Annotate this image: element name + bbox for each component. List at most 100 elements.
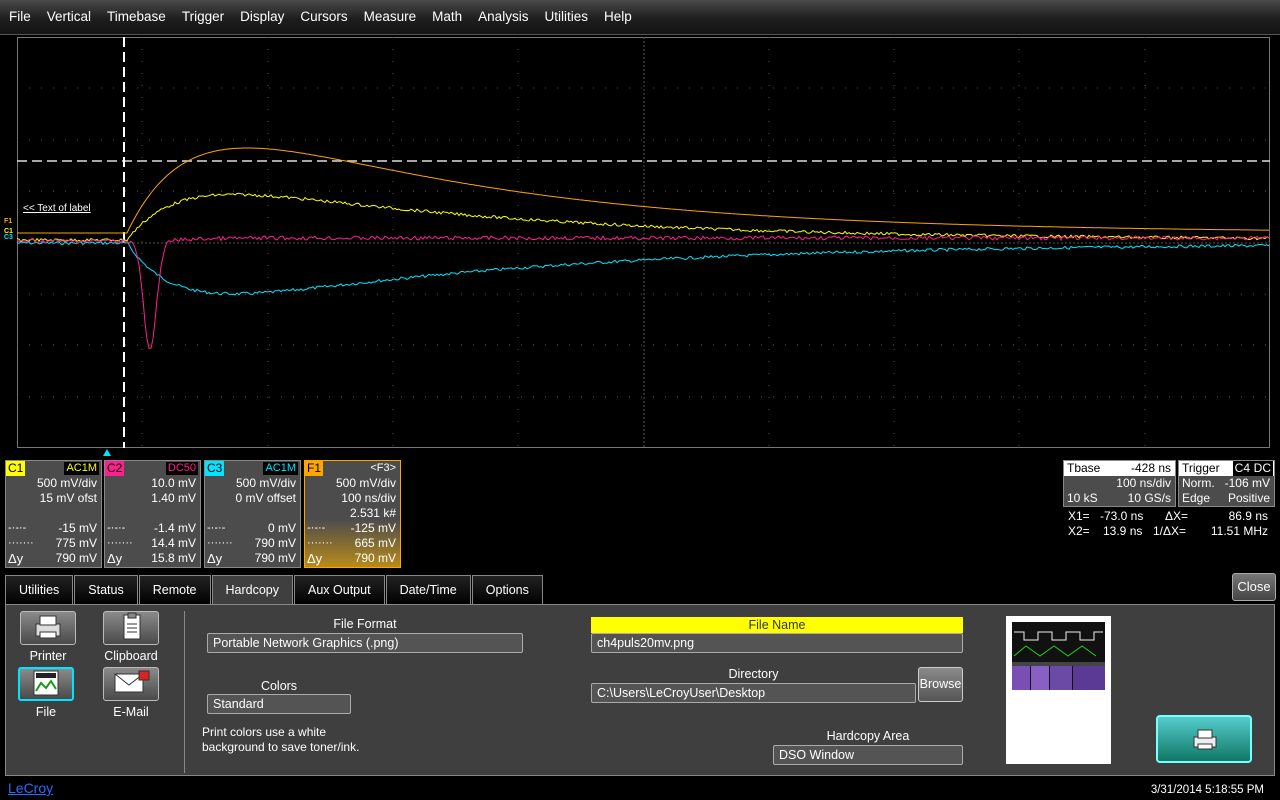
offset: 15 mV ofst	[39, 491, 97, 505]
email-icon	[114, 670, 150, 693]
marker-1-value: -15 mV	[58, 521, 97, 535]
delta-y-label: Δy	[8, 551, 24, 566]
menu-timebase[interactable]: Timebase	[107, 8, 166, 24]
trace-f1	[17, 147, 1270, 234]
menu-cursors[interactable]: Cursors	[300, 8, 348, 24]
volts-per-div: 500 mV/div	[235, 476, 296, 490]
file-label: File	[35, 705, 57, 719]
tab-remote[interactable]: Remote	[138, 575, 211, 605]
channel-tag: C2	[105, 461, 125, 476]
file-name-input[interactable]: ch4puls20mv.png	[591, 633, 963, 653]
clipboard-button[interactable]: Clipboard	[101, 611, 161, 667]
volts-per-div: 500 mV/div	[36, 476, 97, 490]
timebase-delay: -428 ns	[1130, 461, 1171, 475]
colors-label: Colors	[260, 679, 298, 693]
x2-value: 13.9 ns	[1103, 524, 1143, 538]
channel-c1-descriptor[interactable]: C1 AC1M 500 mV/div 15 mV ofst -·-·- -15 mV…	[5, 460, 102, 568]
menu-trigger[interactable]: Trigger	[181, 8, 225, 24]
channel-tag: C1	[6, 461, 26, 476]
trigger-descriptor[interactable]: Trigger C4 DC Norm. -106 mV Edge Positive	[1178, 460, 1275, 507]
hardcopy-preview	[1006, 616, 1111, 764]
hardcopy-panel: Printer Clipboard File E-Mail File Forma…	[5, 604, 1275, 776]
printer-label: Printer	[29, 649, 67, 663]
timebase-rate: 10 GS/s	[1127, 491, 1171, 505]
ref-marker-f1: F1	[4, 218, 13, 225]
timebase-tdiv: 100 ns/div	[1116, 476, 1171, 490]
menu-math[interactable]: Math	[432, 8, 463, 24]
email-button[interactable]: E-Mail	[101, 667, 161, 723]
colors-select[interactable]: Standard	[207, 694, 351, 714]
menu-utilities[interactable]: Utilities	[544, 8, 588, 24]
menu-bar: File Vertical Timebase Trigger Display C…	[0, 0, 1280, 35]
coupling-badge: DC50	[165, 462, 198, 475]
print-colors-note: Print colors use a white background to s…	[202, 725, 360, 754]
tab-hardcopy[interactable]: Hardcopy	[211, 575, 294, 606]
clipboard-icon	[123, 612, 141, 640]
ref-marker-c1: C1	[4, 228, 13, 235]
delta-y-label: Δy	[107, 551, 123, 566]
trace-c2	[17, 234, 1269, 349]
tab-date-time[interactable]: Date/Time	[385, 575, 471, 605]
marker-2-value: 14.4 mV	[151, 536, 196, 550]
waveform-grid[interactable]: << Text of label	[17, 37, 1270, 448]
delta-y-value: 790 mV	[254, 551, 296, 565]
cursor-readout: X1= -73.0 ns ΔX= 86.9 ns X2= 13.9 ns 1/Δ…	[1068, 509, 1268, 539]
tab-utilities[interactable]: Utilities	[5, 575, 74, 605]
trigger-slope: Positive	[1227, 491, 1270, 505]
marker-2-value: 775 mV	[55, 536, 97, 550]
sweep-count: 2.531 k#	[349, 506, 396, 520]
marker-2-label: ·······	[107, 537, 133, 549]
channel-c3-descriptor[interactable]: C3 AC1M 500 mV/div 0 mV offset -·-·- 0 mV …	[204, 460, 301, 568]
math-source: <F3>	[370, 462, 396, 474]
trace-c1	[17, 192, 1270, 243]
timebase-samples: 10 kS	[1067, 491, 1098, 505]
lecroy-logo-link[interactable]: LeCroy	[8, 780, 54, 796]
menu-measure[interactable]: Measure	[363, 8, 417, 24]
browse-button[interactable]: Browse	[918, 667, 963, 702]
timebase-descriptor[interactable]: Tbase -428 ns 100 ns/div 10 kS 10 GS/s	[1063, 460, 1176, 507]
printer-button[interactable]: Printer	[18, 611, 78, 667]
marker-2-value: 665 mV	[354, 536, 396, 550]
tab-aux-output[interactable]: Aux Output	[294, 575, 385, 605]
file-format-select[interactable]: Portable Network Graphics (.png)	[207, 633, 523, 653]
directory-label: Directory	[728, 667, 779, 681]
x2-label: X2=	[1068, 524, 1090, 538]
tab-options[interactable]: Options	[471, 575, 543, 605]
channel-tag: F1	[305, 461, 324, 476]
menu-vertical[interactable]: Vertical	[46, 8, 92, 24]
tab-status[interactable]: Status	[74, 575, 138, 605]
marker-2-label: ·······	[307, 537, 333, 549]
menu-help[interactable]: Help	[603, 8, 632, 24]
trigger-level: -106 mV	[1224, 476, 1270, 490]
directory-input[interactable]: C:\Users\LeCroyUser\Desktop	[591, 683, 916, 703]
trigger-position-marker	[103, 449, 111, 456]
dx-label: ΔX=	[1165, 509, 1189, 523]
file-picture-icon	[33, 670, 59, 696]
hardcopy-area-select[interactable]: DSO Window	[773, 745, 963, 765]
marker-1-label: -·-·-	[8, 522, 27, 534]
x1-value: -73.0 ns	[1100, 509, 1144, 523]
preview-thumbnail	[1012, 622, 1105, 690]
offset: 0 mV offset	[235, 491, 296, 505]
marker-2-value: 790 mV	[254, 536, 296, 550]
menu-file[interactable]: File	[9, 8, 31, 24]
marker-1-label: -·-·-	[207, 522, 226, 534]
menu-display[interactable]: Display	[240, 8, 285, 24]
channel-c2-descriptor[interactable]: C2 DC50 10.0 mV 1.40 mV -·-·- -1.4 mV ····…	[104, 460, 201, 568]
trace-label[interactable]: << Text of label	[23, 203, 91, 214]
clipboard-label: Clipboard	[104, 649, 158, 663]
print-now-button[interactable]	[1156, 715, 1252, 763]
printer-icon	[35, 615, 61, 639]
inv-dx-label: 1/ΔX=	[1153, 524, 1187, 538]
marker-1-value: 0 mV	[267, 521, 296, 535]
coupling-badge: AC1M	[263, 462, 298, 475]
marker-2-label: ·······	[8, 537, 34, 549]
close-button[interactable]: Close	[1232, 573, 1276, 601]
file-format-label: File Format	[333, 617, 397, 631]
trigger-coupling: DC	[1251, 461, 1273, 476]
math-f1-descriptor[interactable]: F1 <F3> 500 mV/div 100 ns/div 2.531 k# -·…	[304, 460, 401, 568]
time-per-div: 100 ns/div	[341, 491, 396, 505]
file-button[interactable]: File	[16, 667, 76, 723]
delta-y-value: 790 mV	[354, 551, 396, 565]
menu-analysis[interactable]: Analysis	[478, 8, 529, 24]
